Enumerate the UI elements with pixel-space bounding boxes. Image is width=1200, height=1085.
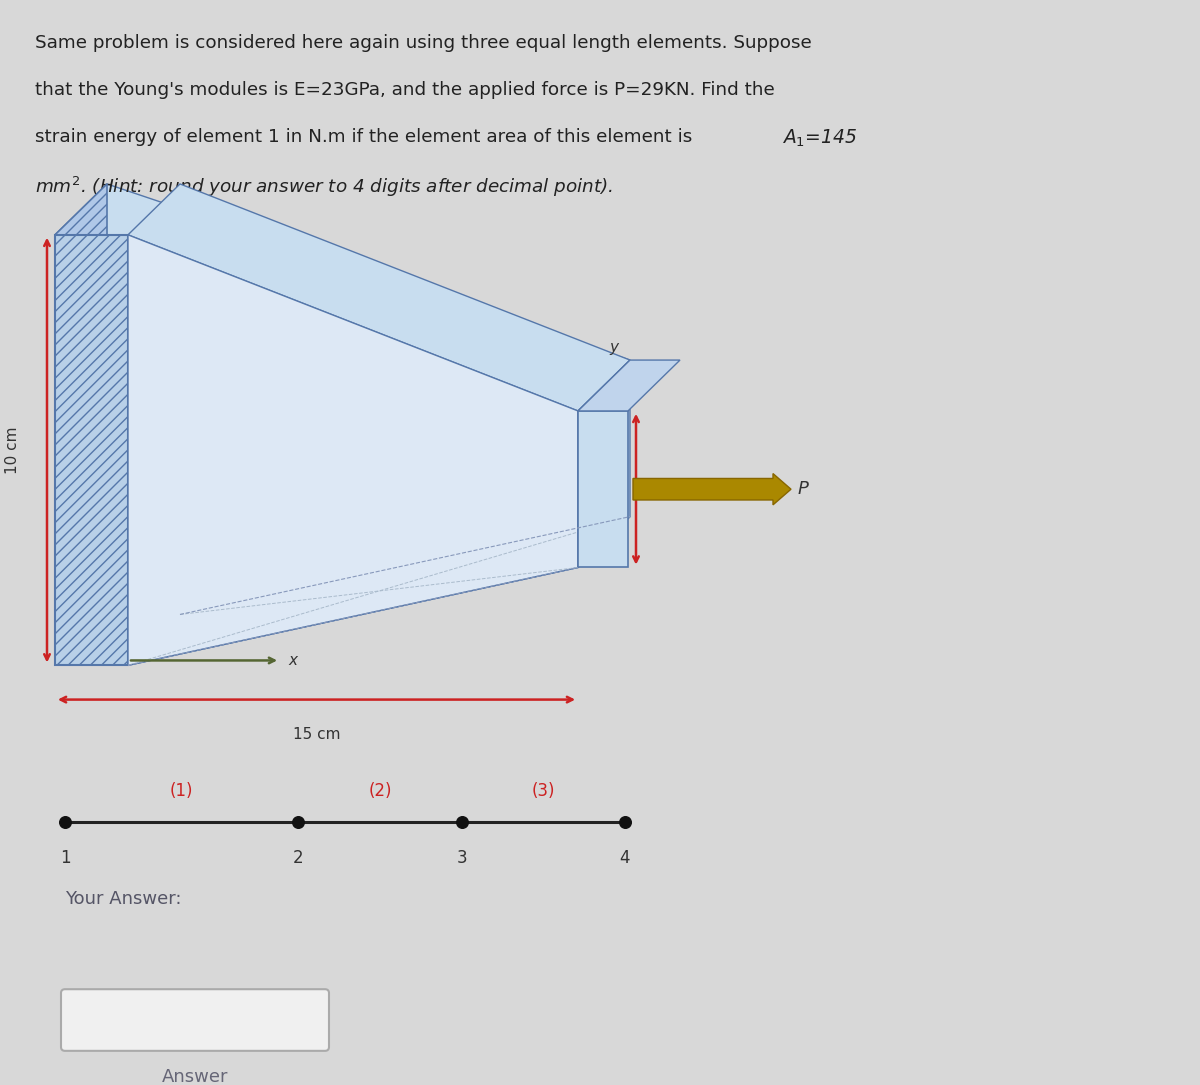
Text: 2: 2 [293, 850, 304, 867]
Text: Answer: Answer [162, 1069, 228, 1085]
Polygon shape [128, 234, 578, 665]
Text: $A_1$=145: $A_1$=145 [782, 128, 857, 150]
Text: x: x [288, 653, 298, 668]
Text: 4 cm: 4 cm [664, 482, 702, 497]
Polygon shape [55, 184, 630, 411]
Text: strain energy of element 1 in N.m if the element area of this element is: strain energy of element 1 in N.m if the… [35, 128, 698, 146]
Polygon shape [578, 360, 630, 567]
Text: 1: 1 [60, 850, 71, 867]
Text: Same problem is considered here again using three equal length elements. Suppose: Same problem is considered here again us… [35, 35, 811, 52]
Text: P: P [798, 481, 809, 498]
Point [616, 814, 635, 831]
Text: 3: 3 [457, 850, 467, 867]
Polygon shape [578, 411, 628, 567]
Text: 15 cm: 15 cm [293, 727, 341, 742]
Text: y: y [610, 341, 618, 355]
Polygon shape [128, 184, 630, 411]
Text: 10 cm: 10 cm [5, 426, 19, 474]
Text: (3): (3) [532, 782, 556, 801]
Text: $mm^2$. (Hint: round your answer to 4 digits after decimal point).: $mm^2$. (Hint: round your answer to 4 di… [35, 175, 613, 200]
Polygon shape [128, 516, 630, 665]
Text: (2): (2) [368, 782, 391, 801]
Point [55, 814, 74, 831]
Text: 4: 4 [619, 850, 630, 867]
FancyBboxPatch shape [61, 990, 329, 1051]
Text: (1): (1) [169, 782, 193, 801]
Text: that the Young's modules is E=23GPa, and the applied force is P=29KN. Find the: that the Young's modules is E=23GPa, and… [35, 81, 775, 99]
Polygon shape [578, 360, 680, 411]
Point [452, 814, 472, 831]
Polygon shape [55, 234, 128, 665]
FancyArrow shape [634, 473, 791, 505]
Polygon shape [55, 184, 107, 665]
Text: Your Answer:: Your Answer: [65, 891, 181, 908]
Point [288, 814, 307, 831]
